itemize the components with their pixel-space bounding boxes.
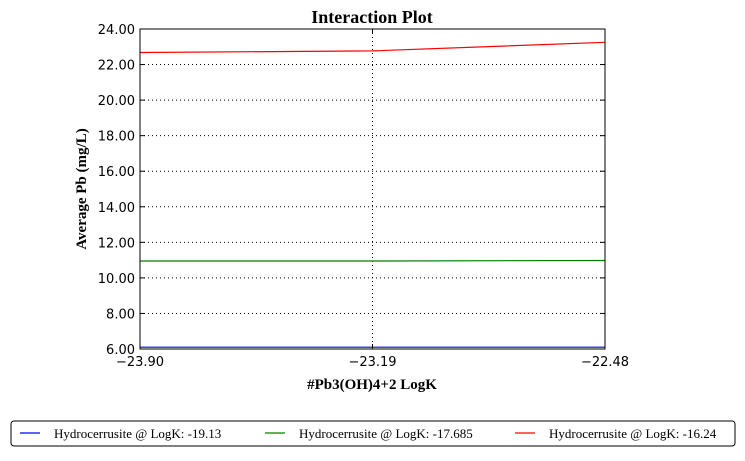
grid-layer: [140, 29, 605, 349]
legend-label-1: Hydrocerrusite @ LogK: -19.13: [54, 426, 221, 441]
legend-label-2: Hydrocerrusite @ LogK: -17.685: [299, 426, 473, 441]
tick-layer: 6.00 8.00 10.00 12.00 14.00 16.00 18.00 20.00 22…: [98, 23, 629, 370]
y-tick-label: 16.00: [98, 165, 135, 180]
y-tick-label: 10.00: [98, 272, 135, 287]
chart-title: Interaction Plot: [311, 7, 432, 27]
y-tick-label: 22.00: [98, 59, 135, 74]
x-tick-label: −22.48: [581, 355, 629, 370]
series-line-3: [139, 41, 606, 54]
y-tick-label: 6.00: [106, 343, 135, 358]
x-axis-label: #Pb3(OH)4+2 LogK: [307, 377, 437, 393]
series-line-2: [140, 259, 606, 262]
y-axis-label: Average Pb (mg/L): [74, 128, 90, 249]
legend: Hydrocerrusite @ LogK: -19.13 Hydrocerrus…: [10, 420, 736, 447]
y-tick-label: 8.00: [106, 307, 135, 322]
x-tick-label: −23.19: [348, 355, 396, 370]
y-tick-label: 24.00: [98, 23, 135, 38]
x-tick-label: −23.90: [116, 355, 164, 370]
legend-entries: Hydrocerrusite @ LogK: -19.13 Hydrocerrus…: [20, 426, 717, 441]
y-tick-label: 12.00: [98, 236, 135, 251]
y-tick-label: 18.00: [98, 130, 135, 145]
y-tick-label: 20.00: [98, 94, 135, 109]
legend-label-3: Hydrocerrusite @ LogK: -16.24: [549, 426, 717, 441]
y-tick-label: 14.00: [98, 201, 135, 216]
legend-frame: [10, 420, 736, 447]
